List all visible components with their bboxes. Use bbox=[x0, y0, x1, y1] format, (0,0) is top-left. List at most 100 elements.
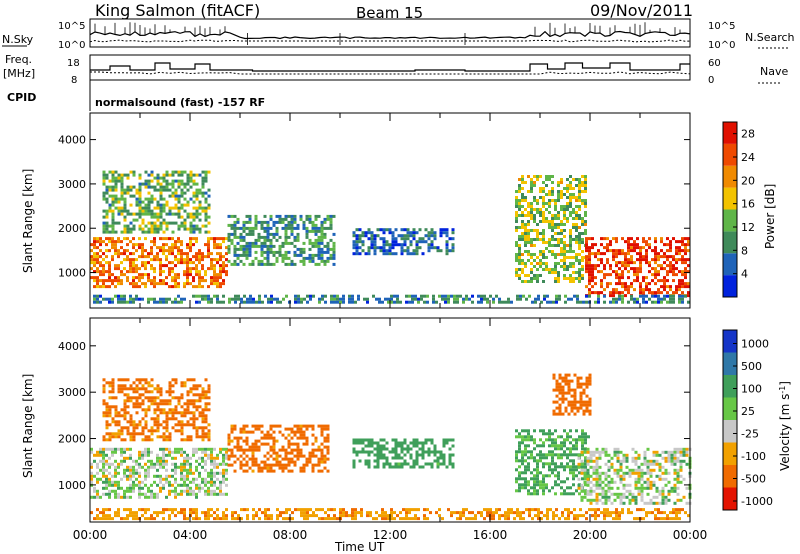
heatmap-cell bbox=[156, 387, 160, 391]
heatmap-cell bbox=[551, 187, 554, 190]
heatmap-cell bbox=[414, 297, 417, 301]
heatmap-cell bbox=[162, 517, 165, 521]
heatmap-cell bbox=[352, 243, 356, 247]
heatmap-cell bbox=[123, 517, 126, 521]
heatmap-cell bbox=[581, 223, 584, 226]
heatmap-cell bbox=[615, 252, 618, 256]
heatmap-cell bbox=[678, 258, 681, 262]
heatmap-cell bbox=[302, 442, 306, 446]
heatmap-cell bbox=[225, 483, 228, 487]
heatmap-cell bbox=[518, 205, 521, 208]
heatmap-cell bbox=[138, 432, 142, 436]
heatmap-cell bbox=[195, 408, 199, 412]
heatmap-cell bbox=[679, 480, 683, 484]
heatmap-cell bbox=[204, 209, 208, 213]
heatmap-cell bbox=[566, 465, 569, 469]
heatmap-cell bbox=[415, 240, 419, 244]
heatmap-cell bbox=[207, 438, 211, 442]
heatmap-cell bbox=[606, 261, 609, 265]
heatmap-cell bbox=[533, 208, 536, 211]
heatmap-cell bbox=[141, 429, 145, 433]
heatmap-cell bbox=[189, 423, 193, 427]
heatmap-cell bbox=[685, 453, 689, 457]
heatmap-cell bbox=[138, 492, 141, 496]
heatmap-cell bbox=[165, 390, 169, 394]
heatmap-cell bbox=[633, 273, 636, 277]
heatmap-cell bbox=[180, 465, 183, 469]
heatmap-cell bbox=[242, 244, 246, 248]
heatmap-cell bbox=[639, 267, 642, 271]
heatmap-cell bbox=[673, 501, 677, 505]
heatmap-cell bbox=[578, 187, 581, 190]
heatmap-cell bbox=[108, 495, 111, 499]
heatmap-cell bbox=[117, 480, 120, 484]
heatmap-cell bbox=[249, 294, 252, 298]
heatmap-cell bbox=[588, 279, 591, 283]
heatmap-cell bbox=[418, 246, 422, 250]
heatmap-cell bbox=[575, 229, 578, 232]
heatmap-cell bbox=[210, 462, 213, 466]
heatmap-cell bbox=[536, 238, 539, 241]
noise-tick-bottom-right: 10^0 bbox=[708, 40, 735, 51]
heatmap-cell bbox=[586, 480, 590, 484]
heatmap-cell bbox=[111, 450, 114, 454]
heatmap-cell bbox=[320, 424, 324, 428]
heatmap-cell bbox=[367, 237, 371, 241]
heatmap-cell bbox=[105, 423, 109, 427]
heatmap-cell bbox=[251, 229, 255, 233]
heatmap-cell bbox=[293, 244, 297, 248]
heatmap-cell bbox=[171, 206, 175, 210]
heatmap-cell bbox=[132, 432, 136, 436]
heatmap-cell bbox=[417, 508, 420, 512]
heatmap-cell bbox=[530, 187, 533, 190]
heatmap-cell bbox=[598, 465, 602, 469]
heatmap-cell bbox=[233, 244, 237, 248]
heatmap-cell bbox=[162, 270, 165, 274]
heatmap-cell bbox=[314, 463, 318, 467]
heatmap-cell bbox=[527, 432, 530, 436]
heatmap-cell bbox=[578, 178, 581, 181]
heatmap-cell bbox=[201, 486, 204, 490]
heatmap-cell bbox=[373, 447, 377, 451]
heatmap-cell bbox=[588, 255, 591, 259]
heatmap-cell bbox=[412, 441, 416, 445]
heatmap-cell bbox=[213, 489, 216, 493]
heatmap-cell bbox=[171, 212, 175, 216]
heatmap-cell bbox=[213, 267, 216, 271]
heatmap-cell bbox=[201, 176, 205, 180]
heatmap-cell bbox=[318, 297, 321, 301]
heatmap-cell bbox=[129, 384, 133, 388]
heatmap-cell bbox=[162, 432, 166, 436]
heatmap-cell bbox=[636, 237, 639, 241]
heatmap-cell bbox=[588, 264, 591, 268]
heatmap-cell bbox=[105, 486, 108, 490]
heatmap-cell bbox=[201, 390, 205, 394]
heatmap-cell bbox=[96, 246, 99, 250]
heatmap-cell bbox=[376, 447, 380, 451]
heatmap-cell bbox=[451, 438, 455, 442]
heatmap-cell bbox=[572, 271, 575, 274]
heatmap-cell bbox=[117, 387, 121, 391]
heatmap-cell bbox=[105, 459, 108, 463]
heatmap-cell bbox=[332, 247, 336, 251]
heatmap-cell bbox=[254, 238, 258, 242]
heatmap-cell bbox=[204, 462, 207, 466]
heatmap-cell bbox=[555, 294, 558, 298]
heatmap-cell bbox=[566, 178, 569, 181]
heatmap-cell bbox=[527, 190, 530, 193]
heatmap-cell bbox=[364, 438, 368, 442]
heatmap-cell bbox=[129, 423, 133, 427]
heatmap-cell bbox=[530, 271, 533, 274]
heatmap-cell bbox=[174, 378, 178, 382]
heatmap-cell bbox=[126, 489, 129, 493]
heatmap-cell bbox=[269, 427, 273, 431]
heatmap-cell bbox=[581, 190, 584, 193]
heatmap-cell bbox=[141, 408, 145, 412]
heatmap-cell bbox=[312, 294, 315, 298]
heatmap-cell bbox=[557, 474, 560, 478]
heatmap-cell bbox=[296, 253, 300, 257]
heatmap-cell bbox=[326, 439, 330, 443]
heatmap-cell bbox=[302, 256, 306, 260]
heatmap-cell bbox=[388, 231, 392, 235]
heatmap-cell bbox=[198, 191, 202, 195]
